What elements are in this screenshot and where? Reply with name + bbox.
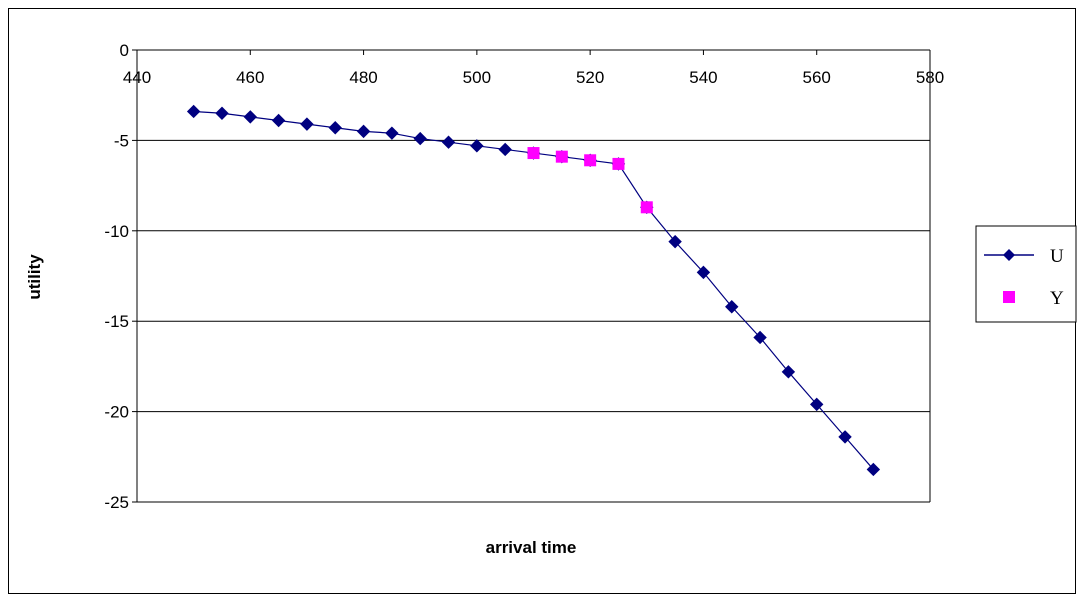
data-point-U bbox=[470, 139, 484, 153]
x-tick-label: 580 bbox=[916, 68, 944, 87]
data-point-U bbox=[243, 110, 257, 124]
y-tick-label: -5 bbox=[114, 131, 129, 150]
data-point-Y bbox=[527, 147, 540, 160]
data-point-U bbox=[810, 397, 824, 412]
data-point-U bbox=[725, 300, 739, 314]
y-tick-label: -20 bbox=[104, 403, 129, 422]
x-tick-label: 500 bbox=[463, 68, 491, 87]
data-point-U bbox=[866, 462, 881, 477]
legend-marker-U bbox=[1003, 249, 1015, 261]
data-point-U bbox=[300, 117, 314, 131]
x-tick-label: 460 bbox=[236, 68, 264, 87]
data-point-U bbox=[753, 330, 767, 345]
y-tick-label: -25 bbox=[104, 493, 129, 512]
legend-marker-Y bbox=[1003, 291, 1015, 303]
data-point-U bbox=[328, 121, 342, 135]
data-point-U bbox=[186, 104, 201, 119]
x-tick-label: 440 bbox=[123, 68, 151, 87]
axis-layer bbox=[136, 49, 931, 503]
x-tick-label: 560 bbox=[803, 68, 831, 87]
x-tick-label: 540 bbox=[689, 68, 717, 87]
data-point-U bbox=[838, 430, 852, 444]
x-tick-label: 480 bbox=[349, 68, 377, 87]
legend-box bbox=[975, 225, 1077, 323]
data-point-U bbox=[356, 124, 371, 139]
y-tick-label: -15 bbox=[104, 312, 129, 331]
data-point-Y bbox=[584, 154, 597, 167]
data-point-U bbox=[271, 113, 286, 128]
x-tick-label: 520 bbox=[576, 68, 604, 87]
data-point-U bbox=[498, 142, 512, 157]
data-point-Y bbox=[640, 201, 653, 214]
data-point-Y bbox=[612, 157, 625, 170]
legend-label-U: U bbox=[1050, 246, 1064, 267]
data-point-U bbox=[696, 265, 711, 280]
data-point-U bbox=[781, 365, 796, 379]
series-line-U bbox=[193, 110, 874, 470]
y-tick-label: -10 bbox=[104, 222, 129, 241]
x-axis-title: arrival time bbox=[486, 538, 577, 557]
series-layer bbox=[186, 104, 881, 477]
data-point-U bbox=[668, 234, 682, 249]
data-point-U bbox=[413, 131, 427, 146]
chart-frame bbox=[8, 8, 1076, 594]
y-axis-title: utility bbox=[25, 254, 44, 300]
legend: UY bbox=[975, 225, 1077, 323]
data-point-U bbox=[441, 135, 456, 149]
data-point-U bbox=[215, 106, 229, 120]
legend-label-Y: Y bbox=[1050, 288, 1064, 309]
y-tick-label: 0 bbox=[120, 41, 129, 60]
data-point-Y bbox=[555, 150, 568, 163]
data-point-U bbox=[385, 126, 399, 140]
tick-layer: 0 -5 -10 -15 -20 -25 440 460 480 500 520 540 560 580 bbox=[104, 41, 944, 512]
